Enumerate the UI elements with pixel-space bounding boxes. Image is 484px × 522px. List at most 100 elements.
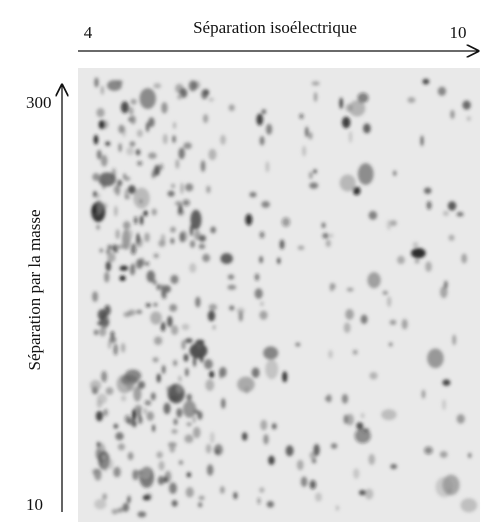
gel-spot [309,182,319,189]
gel-spot [127,309,136,316]
gel-spot [181,339,186,350]
gel-spot [259,487,265,493]
gel-spot [206,464,214,476]
gel-spot [228,104,235,112]
gel-spot [322,232,330,239]
gel-spot [115,432,124,441]
gel-spot [201,89,208,100]
gel-spot [259,310,268,320]
gel-spot [146,270,156,283]
gel-spot [357,92,369,103]
gel-spot [461,253,468,264]
gel-spot [113,466,121,478]
gel-spot [268,455,275,466]
gel-spot [188,80,197,92]
gel-spot [173,418,178,426]
gel-spot [132,408,137,421]
gel-spot [353,468,360,479]
gel-spot [249,191,257,198]
gel-spot [134,404,143,412]
gel-spot [148,117,155,128]
gel-spot [346,287,354,292]
gel-spot [113,185,120,194]
gel-spot [120,374,139,386]
gel-spot [389,319,397,325]
gel-spot [311,81,320,86]
gel-spot [297,245,305,251]
gel-spot [442,210,449,217]
gel-spot [442,379,451,386]
gel-spot [207,310,216,322]
gel-spot [467,452,472,459]
gel-spot [414,259,420,264]
gel-spot [192,416,196,424]
gel-spot [397,255,405,265]
gel-spot [190,209,202,230]
gel-spot [136,309,143,315]
gel-spot [105,260,112,272]
gel-spot [198,495,205,501]
gel-spot [103,408,109,417]
gel-spot [177,209,185,216]
gel-spot [197,411,203,420]
gel-spot [352,349,358,355]
gel-spot [426,201,432,210]
gel-spot [325,396,330,401]
gel-spot [456,212,464,217]
gel-spot [308,131,313,140]
gel-spot [171,428,178,434]
gel-spot [170,237,175,245]
gel-spot [208,303,218,311]
gel-spot [364,488,374,500]
gel-spot [212,324,216,330]
gel-spot [341,393,349,404]
gel-spot [220,253,233,264]
gel-spot [120,342,126,353]
gel-spot [143,210,148,217]
gel-spot [120,101,129,114]
gel-spot [295,342,301,347]
gel-spot [367,272,381,289]
gel-spot [407,97,416,104]
gel-spot [152,357,159,363]
gel-spot [101,179,107,190]
gel-spot [127,452,134,461]
gel-spot [369,372,378,380]
gel-spot [271,423,277,430]
gel-spot [238,310,243,322]
gel-spot [101,370,108,383]
gel-spot [128,106,134,116]
gel-spot [348,131,353,143]
gel-spot [182,199,190,207]
gel-spot [221,398,226,409]
gel-spot [98,327,107,337]
gel-spot [456,414,465,424]
gel-spot [208,97,214,102]
gel-spot [125,229,134,240]
gel-spot [259,135,265,146]
gel-spot [348,100,366,117]
gel-spot [183,142,192,150]
gel-spot [124,194,131,200]
gel-spot [282,371,288,383]
gel-spot [167,190,175,197]
gel-spot [185,486,194,498]
gel-spot [427,348,444,369]
gel-spot [133,216,138,225]
gel-spot [198,243,206,250]
gel-spot [205,379,215,392]
gel-spot [100,319,110,327]
gel-spot [220,486,225,494]
gel-spot [92,173,100,181]
gel-spot [381,409,397,421]
gel-spot [203,358,213,370]
gel-spot [302,145,307,157]
gel-spot [300,476,308,487]
gel-spot [170,226,176,233]
gel-spot [156,283,162,291]
gel-spot [142,467,149,478]
gel-spot [135,258,143,270]
gel-spot [166,385,171,392]
gel-spot [202,113,209,124]
